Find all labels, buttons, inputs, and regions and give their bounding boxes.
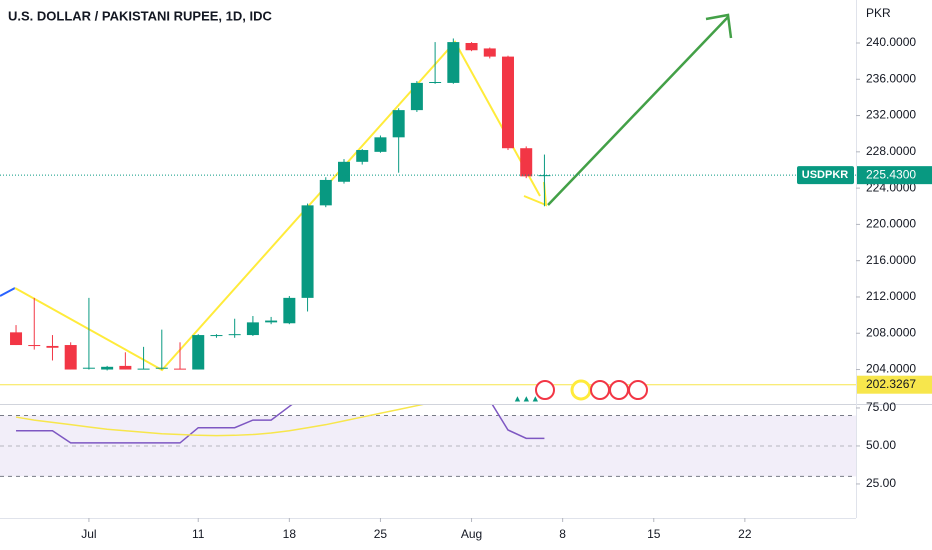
y-tick-label: 228.0000 — [866, 144, 916, 158]
y-axis-label: PKR — [866, 6, 891, 20]
y-tick-label: 208.0000 — [866, 325, 916, 339]
y-tick-label: 25.00 — [866, 476, 896, 490]
forecast-arrow — [547, 16, 729, 206]
x-tick-label: Aug — [461, 527, 482, 541]
y-tick-label: 216.0000 — [866, 253, 916, 267]
indicator-line — [15, 405, 424, 437]
candle-body — [155, 367, 168, 369]
y-tick-label: 50.00 — [866, 438, 896, 452]
symbol-tag-label: USDPKR — [802, 169, 849, 181]
drawing-line — [0, 287, 16, 297]
candle-body — [429, 81, 442, 83]
x-tick-label: 25 — [374, 527, 388, 541]
candle-body — [356, 150, 369, 162]
event-flags: ▲▲▲ — [513, 379, 648, 403]
candle-body — [265, 320, 278, 323]
x-tick-label: 18 — [283, 527, 297, 541]
event-flag — [609, 380, 629, 400]
candle-body — [28, 345, 41, 347]
candle-body — [64, 345, 77, 370]
candle-body — [283, 297, 296, 324]
candle-body — [374, 137, 387, 152]
event-flag — [535, 380, 555, 400]
y-tick-label: 220.0000 — [866, 217, 916, 231]
chart-title: U.S. DOLLAR / PAKISTANI RUPEE, 1D, IDC — [8, 8, 272, 23]
candle-body — [10, 332, 23, 346]
candle-body — [319, 179, 332, 206]
indicator-line — [16, 405, 545, 444]
y-tick-label: 212.0000 — [866, 289, 916, 303]
candle-body — [82, 367, 95, 369]
x-tick-label: 8 — [559, 527, 566, 541]
y-tick-label: 75.00 — [866, 400, 896, 414]
indicator-pane — [0, 405, 856, 477]
y-tick-label: 204.0000 — [866, 362, 916, 376]
candle-body — [410, 82, 423, 111]
event-marker: ▲▲▲ — [513, 393, 540, 403]
candle-body — [447, 42, 460, 83]
y-tick-label: 240.0000 — [866, 35, 916, 49]
candle-body — [520, 148, 533, 177]
candle-body — [538, 175, 551, 177]
candle-body — [137, 368, 150, 370]
y-tick-label: 232.0000 — [866, 108, 916, 122]
candle-body — [46, 345, 59, 348]
candle-body — [392, 110, 405, 138]
x-tick-label: 22 — [738, 527, 752, 541]
arrow-head — [705, 13, 733, 39]
price-pane — [0, 13, 856, 386]
symbol-tag — [797, 166, 854, 185]
event-flag — [590, 380, 610, 400]
candle-body — [501, 56, 514, 149]
x-tick-label: 15 — [647, 527, 661, 541]
candle-body — [174, 368, 187, 370]
candle-body — [228, 334, 241, 336]
candle-body — [246, 322, 259, 336]
candle-body — [483, 48, 496, 57]
x-tick-label: 11 — [192, 527, 205, 541]
candle-body — [301, 205, 314, 298]
candle-body — [119, 365, 132, 370]
event-flag — [628, 380, 648, 400]
event-flag — [570, 379, 592, 401]
level-label-box — [857, 375, 932, 394]
level-label: 202.3267 — [866, 377, 916, 391]
last-price-label: 225.4300 — [866, 167, 916, 181]
candle-body — [101, 366, 114, 370]
candle-body — [210, 335, 223, 337]
last-price-box — [857, 166, 932, 185]
y-tick-label: 236.0000 — [866, 71, 916, 85]
x-tick-label: Jul — [81, 527, 96, 541]
candle-body — [338, 161, 351, 182]
candle-body — [192, 335, 205, 370]
candle-body — [465, 42, 478, 51]
